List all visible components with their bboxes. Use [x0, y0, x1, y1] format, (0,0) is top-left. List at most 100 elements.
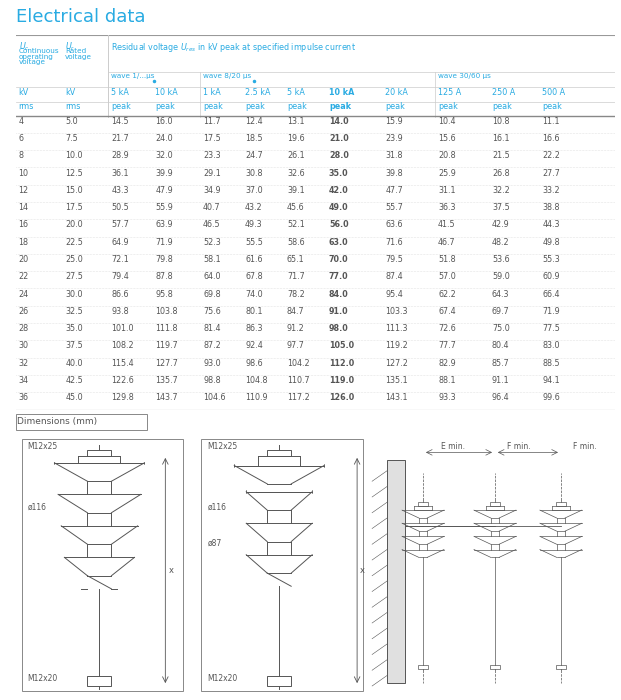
Text: 24.0: 24.0 [155, 134, 173, 143]
Text: 63.6: 63.6 [385, 220, 403, 230]
Text: 135.1: 135.1 [385, 376, 408, 385]
Text: 58.6: 58.6 [287, 238, 305, 246]
Text: 36.3: 36.3 [438, 203, 456, 212]
Text: 38.8: 38.8 [542, 203, 560, 212]
Text: 98.6: 98.6 [245, 358, 263, 368]
Text: 55.7: 55.7 [385, 203, 403, 212]
Text: F min.: F min. [507, 442, 531, 451]
Text: 126.0: 126.0 [329, 393, 354, 402]
Text: 101.0: 101.0 [111, 324, 134, 333]
Text: 69.7: 69.7 [492, 307, 510, 316]
Text: 30.8: 30.8 [245, 169, 263, 178]
Text: wave 1/...μs: wave 1/...μs [111, 74, 155, 79]
Text: 71.9: 71.9 [155, 238, 173, 246]
Text: 72.1: 72.1 [111, 255, 129, 264]
Text: wave 30/60 μs: wave 30/60 μs [438, 74, 491, 79]
Text: 84.0: 84.0 [329, 290, 348, 299]
Bar [418, 665, 428, 669]
Text: 5 kA: 5 kA [287, 88, 305, 97]
Text: 17.5: 17.5 [65, 203, 83, 212]
Text: 36.1: 36.1 [111, 169, 129, 178]
Text: peak: peak [111, 102, 131, 111]
Text: 36: 36 [19, 393, 29, 402]
Text: 16: 16 [19, 220, 29, 230]
Text: peak: peak [492, 102, 512, 111]
Text: 26: 26 [19, 307, 29, 316]
Text: peak: peak [203, 102, 223, 111]
Text: 71.6: 71.6 [385, 238, 403, 246]
Text: peak: peak [385, 102, 405, 111]
Text: 122.6: 122.6 [111, 376, 134, 385]
Text: 52.1: 52.1 [287, 220, 305, 230]
Bar [267, 676, 291, 686]
Text: 67.8: 67.8 [245, 272, 263, 281]
Text: 26.8: 26.8 [492, 169, 510, 178]
Text: 78.2: 78.2 [287, 290, 305, 299]
Text: ø116: ø116 [27, 503, 47, 511]
Text: M12x25: M12x25 [207, 442, 238, 451]
Text: 40.0: 40.0 [65, 358, 83, 368]
Text: 64.0: 64.0 [203, 272, 220, 281]
Text: peak: peak [329, 102, 351, 111]
Text: 24.7: 24.7 [245, 151, 263, 160]
Text: 15.9: 15.9 [385, 117, 403, 125]
Text: 71.9: 71.9 [542, 307, 560, 316]
Text: 12: 12 [19, 186, 29, 195]
Text: 104.6: 104.6 [203, 393, 225, 402]
Text: 77.5: 77.5 [542, 324, 560, 333]
Text: Residual voltage $U_{res}$ in kV peak at specified impulse current: Residual voltage $U_{res}$ in kV peak at… [111, 41, 356, 54]
Text: 52.3: 52.3 [203, 238, 221, 246]
Text: 35.0: 35.0 [329, 169, 348, 178]
Text: 62.2: 62.2 [438, 290, 456, 299]
Text: 25.9: 25.9 [438, 169, 456, 178]
Text: 42.5: 42.5 [65, 376, 83, 385]
Bar [418, 503, 428, 506]
Text: 111.8: 111.8 [155, 324, 178, 333]
Text: Rated: Rated [65, 48, 86, 54]
Text: 86.3: 86.3 [245, 324, 263, 333]
Text: 28: 28 [19, 324, 29, 333]
Text: 80.4: 80.4 [492, 342, 509, 351]
Text: Electrical data: Electrical data [16, 8, 145, 27]
Text: wave 8/20 μs: wave 8/20 μs [203, 74, 252, 79]
Text: 23.9: 23.9 [385, 134, 403, 143]
Text: 30: 30 [19, 342, 29, 351]
Text: 17.5: 17.5 [203, 134, 221, 143]
Text: 49.0: 49.0 [329, 203, 348, 212]
Text: 11.1: 11.1 [542, 117, 560, 125]
Text: 24: 24 [19, 290, 29, 299]
Text: ø116: ø116 [207, 503, 226, 511]
Text: 93.8: 93.8 [111, 307, 129, 316]
Text: 87.2: 87.2 [203, 342, 221, 351]
Bar [556, 665, 566, 669]
Text: 103.3: 103.3 [385, 307, 408, 316]
Text: 12.4: 12.4 [245, 117, 263, 125]
Text: 53.6: 53.6 [492, 255, 510, 264]
Text: M12x20: M12x20 [207, 674, 238, 683]
Text: 60.9: 60.9 [542, 272, 560, 281]
Text: 47.9: 47.9 [155, 186, 173, 195]
Text: 88.1: 88.1 [438, 376, 456, 385]
Text: 96.4: 96.4 [492, 393, 510, 402]
Text: 119.0: 119.0 [329, 376, 354, 385]
Text: rms: rms [19, 102, 34, 111]
Text: 143.1: 143.1 [385, 393, 408, 402]
Text: 10.8: 10.8 [492, 117, 509, 125]
Text: 22: 22 [19, 272, 29, 281]
Text: 55.9: 55.9 [155, 203, 173, 212]
Text: 88.5: 88.5 [542, 358, 560, 368]
Text: 77.0: 77.0 [329, 272, 348, 281]
Text: 10 kA: 10 kA [329, 88, 355, 97]
Text: 21.7: 21.7 [111, 134, 129, 143]
Text: 119.7: 119.7 [155, 342, 178, 351]
Text: 18: 18 [19, 238, 29, 246]
Text: operating: operating [19, 54, 53, 60]
Text: 67.4: 67.4 [438, 307, 456, 316]
Text: 32.6: 32.6 [287, 169, 305, 178]
Text: 10: 10 [19, 169, 29, 178]
Text: 39.1: 39.1 [287, 186, 305, 195]
Text: 119.2: 119.2 [385, 342, 408, 351]
Text: 25.0: 25.0 [65, 255, 83, 264]
Text: 58.1: 58.1 [203, 255, 220, 264]
Text: 28.9: 28.9 [111, 151, 129, 160]
